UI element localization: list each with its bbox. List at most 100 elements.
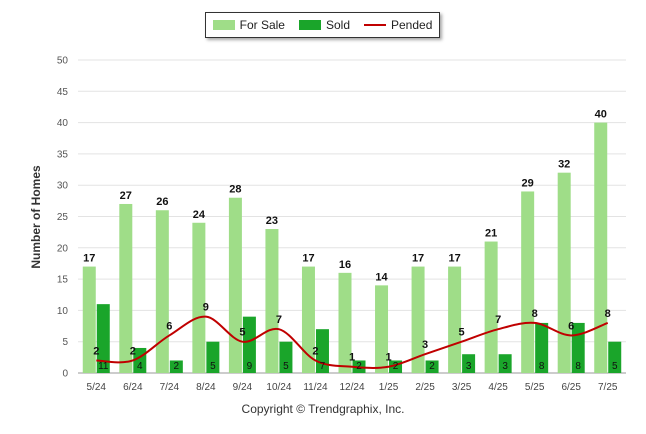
data-label-pended: 5	[459, 327, 465, 339]
legend-label-pended: Pended	[391, 18, 433, 32]
legend-label-for-sale: For Sale	[239, 18, 285, 32]
data-label-sold: 3	[502, 361, 508, 372]
data-label-sold: 8	[539, 361, 545, 372]
x-tick-label: 4/25	[488, 382, 508, 393]
data-label-sold: 11	[98, 361, 109, 372]
y-tick-label: 0	[62, 369, 68, 380]
x-tick-label: 5/25	[525, 382, 545, 393]
bar-sold	[462, 354, 476, 373]
x-tick-label: 8/24	[196, 382, 216, 393]
data-label-for-sale: 40	[595, 109, 607, 121]
y-tick-label: 10	[57, 306, 69, 317]
bar-for-sale	[484, 241, 498, 373]
data-label-pended: 9	[203, 302, 209, 314]
legend-swatch-for-sale	[212, 20, 235, 30]
data-label-for-sale: 26	[156, 196, 168, 208]
bar-sold	[535, 322, 549, 373]
bar-for-sale	[155, 210, 169, 373]
data-label-sold: 2	[393, 361, 399, 372]
data-label-sold: 5	[612, 361, 618, 372]
grid-lines	[78, 59, 626, 374]
data-label-pended: 7	[276, 314, 282, 326]
bar-sold	[279, 341, 293, 373]
y-tick-label: 25	[57, 212, 69, 223]
x-tick-label: 11/24	[303, 382, 328, 393]
legend-item-pended[interactable]: Pended	[364, 18, 432, 32]
y-tick-label: 35	[57, 149, 69, 160]
bar-for-sale	[375, 285, 389, 373]
legend: For Sale Sold Pended	[205, 12, 440, 38]
bar-for-sale	[265, 229, 279, 373]
bar-for-sale	[594, 122, 608, 373]
y-tick-label: 40	[57, 118, 69, 129]
bar-for-sale	[192, 222, 206, 373]
y-tick-label: 45	[57, 87, 69, 98]
bar-sold	[206, 341, 220, 373]
data-label-sold: 2	[429, 361, 435, 372]
bar-for-sale	[82, 266, 96, 373]
bar-sold	[498, 354, 512, 373]
data-label-sold: 7	[320, 361, 326, 372]
bar-for-sale	[228, 197, 242, 373]
data-label-for-sale: 17	[448, 253, 460, 265]
legend-label-sold: Sold	[325, 18, 350, 32]
data-label-pended: 8	[532, 308, 538, 320]
pended-line	[96, 315, 609, 369]
data-label-pended: 6	[568, 320, 574, 332]
data-label-pended: 1	[385, 352, 391, 364]
bars	[82, 122, 622, 373]
data-label-sold: 5	[210, 361, 216, 372]
data-label-pended: 6	[166, 320, 172, 332]
y-axis-ticks: 0 5 10 15 20 25 30 35 40 45 50	[57, 56, 69, 380]
data-label-for-sale: 32	[558, 159, 570, 171]
data-label-pended: 2	[130, 345, 136, 357]
x-tick-label: 3/25	[452, 382, 472, 393]
legend-item-sold[interactable]: Sold	[298, 18, 350, 32]
x-axis-ticks: 5/24 6/24 7/24 8/24 9/24 10/24 11/24 12/24 1/25 2…	[87, 382, 618, 393]
data-label-sold: 9	[247, 361, 253, 372]
pended-line-path	[96, 315, 609, 369]
data-label-for-sale: 14	[375, 271, 388, 283]
data-label-for-sale: 27	[120, 190, 132, 202]
y-tick-label: 20	[57, 243, 69, 254]
data-label-for-sale: 24	[193, 209, 206, 221]
y-tick-label: 30	[57, 181, 69, 192]
x-tick-label: 5/24	[87, 382, 107, 393]
data-label-for-sale: 21	[485, 228, 497, 240]
legend-item-for-sale[interactable]: For Sale	[212, 18, 285, 32]
data-label-pended: 1	[349, 352, 355, 364]
data-label-pended: 5	[239, 327, 245, 339]
bar-for-sale	[448, 266, 462, 373]
x-tick-label: 10/24	[266, 382, 291, 393]
legend-swatch-sold	[298, 20, 321, 30]
legend-swatch-pended	[364, 24, 386, 26]
data-label-pended: 2	[93, 345, 99, 357]
x-tick-label: 9/24	[233, 382, 253, 393]
data-label-for-sale: 29	[522, 177, 534, 189]
bar-for-sale	[521, 191, 535, 373]
bar-for-sale	[411, 266, 425, 373]
bar-for-sale	[557, 172, 571, 373]
bar-sold	[96, 304, 110, 373]
bar-sold	[242, 316, 256, 373]
data-label-sold: 2	[174, 361, 180, 372]
data-label-sold: 3	[466, 361, 472, 372]
data-label-for-sale: 17	[83, 253, 95, 265]
bar-sold	[425, 360, 439, 373]
data-label-for-sale: 17	[412, 253, 424, 265]
data-label-pended: 2	[312, 345, 318, 357]
data-label-sold: 5	[283, 361, 289, 372]
data-labels: 1711274262245289235177162142172173213298…	[83, 109, 618, 372]
x-tick-label: 7/25	[598, 382, 618, 393]
bar-for-sale	[338, 272, 352, 373]
copyright-footer: Copyright © Trendgraphix, Inc.	[241, 402, 405, 416]
x-tick-label: 1/25	[379, 382, 399, 393]
y-tick-label: 15	[57, 275, 69, 286]
x-tick-label: 6/24	[123, 382, 143, 393]
bar-sold	[169, 360, 183, 373]
x-tick-label: 12/24	[339, 382, 364, 393]
data-label-for-sale: 23	[266, 215, 278, 227]
bar-sold	[608, 341, 622, 373]
y-tick-label: 50	[57, 56, 69, 67]
